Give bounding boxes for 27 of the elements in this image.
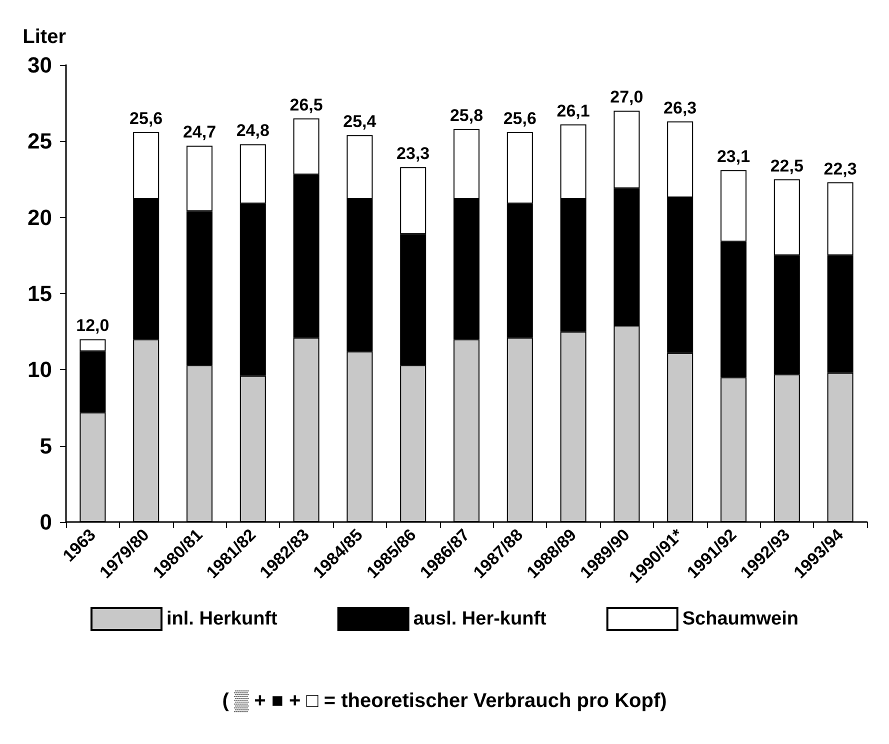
total-label: 25,8 <box>450 106 484 125</box>
y-tick-label: 15 <box>28 281 52 306</box>
total-label: 24,8 <box>236 121 270 140</box>
total-label: 12,0 <box>76 316 110 336</box>
y-tick-label: 25 <box>28 128 52 154</box>
y-tick-label: 30 <box>28 52 52 78</box>
legend-label: ausl. Her-kunft <box>413 608 548 630</box>
total-label: 27,0 <box>610 88 644 107</box>
total-label: 25,6 <box>130 109 163 128</box>
total-label: 25,6 <box>503 109 536 128</box>
y-tick-label: 20 <box>28 204 52 230</box>
total-label: 26,1 <box>556 101 590 120</box>
legend-label: Schaumwein <box>682 608 799 630</box>
total-label: 22,3 <box>824 159 857 178</box>
y-axis-title: Liter <box>22 26 66 48</box>
y-tick-label: 5 <box>40 433 52 458</box>
total-label: 26,3 <box>664 98 697 118</box>
total-label: 26,5 <box>290 95 323 114</box>
total-label: 24,7 <box>182 122 216 142</box>
y-tick-label: 0 <box>40 510 52 534</box>
total-label: 22,5 <box>770 156 804 176</box>
total-label: 23,3 <box>396 144 430 164</box>
total-label: 23,1 <box>716 147 750 166</box>
text: ( ▒ + ■ + □ = theoretischer Verbrauch pro Kopf) <box>221 690 668 713</box>
y-tick-label: 10 <box>28 357 52 382</box>
total-label: 25,4 <box>343 112 377 132</box>
legend-label: inl. Herkunft <box>166 608 278 630</box>
